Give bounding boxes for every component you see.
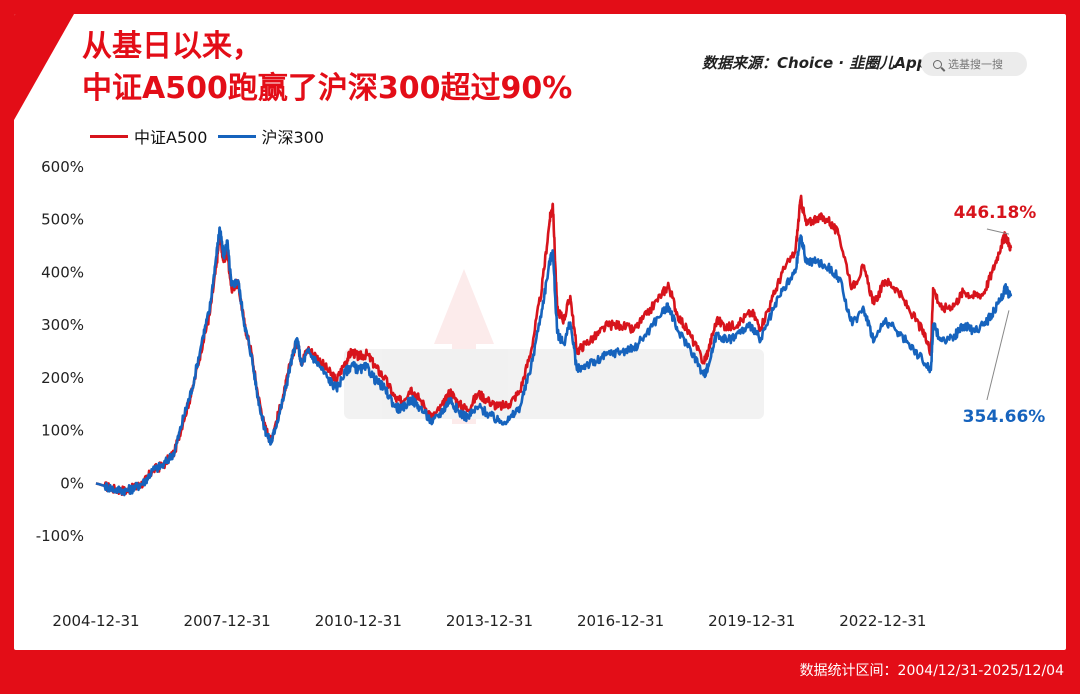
x-tick-label: 2019-12-31: [708, 612, 795, 630]
y-tick-label: 300%: [41, 316, 84, 334]
line-chart: -100% 0% 100% 200% 300% 400% 500% 600% 2004-12-…: [36, 158, 1046, 630]
chart-card: 从基日以来， 中证A500跑赢了沪深300超过90% 数据来源：Choice ·…: [14, 14, 1066, 650]
corner-decoration: [14, 14, 74, 120]
series-line-1: [95, 226, 1013, 497]
y-tick-label: 500%: [41, 211, 84, 229]
y-tick-label: 400%: [41, 263, 84, 281]
page-title: 从基日以来， 中证A500跑赢了沪深300超过90%: [82, 26, 572, 110]
leader-line-hs300: [986, 310, 1010, 401]
series-line-0: [95, 194, 1013, 496]
end-label-hs300: 354.66%: [963, 407, 1046, 427]
footer-date-range: 数据统计区间：2004/12/31-2025/12/04: [799, 663, 1064, 679]
x-tick-label: 2016-12-31: [577, 612, 664, 630]
legend-label-a500: 中证A500: [134, 128, 208, 147]
search-box[interactable]: 选基搜一搜: [921, 52, 1027, 76]
end-labels: 446.18% 354.66%: [954, 203, 1046, 427]
search-icon: [933, 59, 942, 69]
title-line-2: 中证A500跑赢了沪深300超过90%: [82, 71, 573, 106]
y-axis: -100% 0% 100% 200% 300% 400% 500% 600%: [36, 158, 84, 545]
legend-swatch-a500: [90, 134, 128, 138]
end-label-a500: 446.18%: [954, 203, 1037, 223]
x-tick-label: 2004-12-31: [52, 612, 139, 630]
legend-item-hs300: 沪深300: [217, 124, 325, 148]
y-tick-label: -100%: [36, 527, 84, 545]
x-tick-label: 2013-12-31: [446, 612, 533, 630]
data-source: 数据来源：Choice · 韭圈儿App: [702, 54, 928, 72]
legend-label-hs300: 沪深300: [261, 128, 325, 147]
x-tick-label: 2010-12-31: [315, 612, 402, 630]
series-layer: [95, 194, 1013, 497]
x-tick-label: 2022-12-31: [839, 612, 926, 630]
chart-legend: 中证A500 沪深300: [90, 124, 324, 148]
leader-line-a500: [986, 228, 1010, 235]
search-placeholder: 选基搜一搜: [948, 58, 1003, 71]
y-tick-label: 100%: [41, 422, 84, 440]
title-line-1: 从基日以来，: [82, 29, 262, 64]
y-tick-label: 200%: [41, 369, 84, 387]
legend-item-a500: 中证A500: [90, 124, 208, 148]
y-tick-label: 0%: [60, 474, 84, 492]
x-tick-label: 2007-12-31: [184, 612, 271, 630]
legend-swatch-hs300: [217, 134, 256, 138]
y-tick-label: 600%: [41, 158, 84, 176]
x-axis: 2004-12-31 2007-12-31 2010-12-31 2013-12-31…: [52, 612, 926, 630]
